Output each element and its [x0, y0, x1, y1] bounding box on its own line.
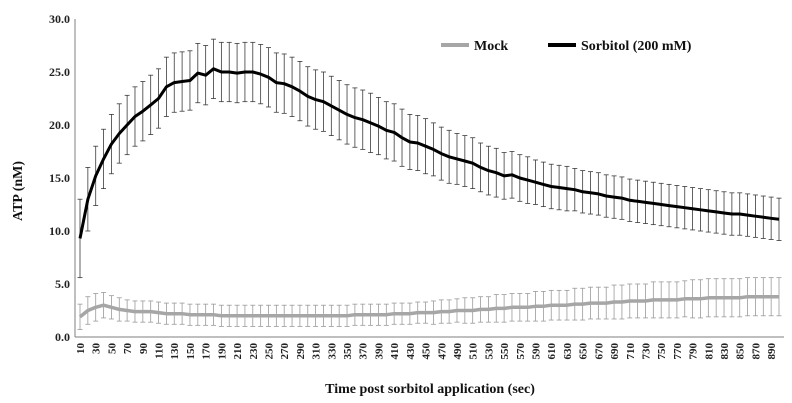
x-tick-label: 330 — [326, 343, 338, 360]
x-tick-label: 670 — [593, 343, 605, 360]
x-tick-label: 190 — [216, 343, 228, 360]
x-tick-label: 10 — [75, 343, 87, 355]
series-line-mock — [78, 294, 779, 319]
x-tick-label: 150 — [185, 343, 197, 360]
x-axis-ticks: 10 30 50 70 90 110 130 150 170 190 210 230 250 270 290… — [75, 343, 778, 360]
x-tick-label: 250 — [263, 343, 275, 360]
x-tick-label: 590 — [531, 343, 543, 360]
legend-label-mock: Mock — [474, 39, 508, 54]
y-tick-label: 15.0 — [49, 171, 70, 185]
x-tick-label: 430 — [405, 343, 417, 360]
x-tick-label: 790 — [688, 343, 700, 360]
x-tick-label: 890 — [766, 343, 778, 360]
x-tick-label: 710 — [625, 343, 637, 360]
y-axis-ticks: 0.0 5.0 10.0 15.0 20.0 25.0 30.0 — [49, 12, 70, 344]
x-tick-label: 750 — [656, 343, 668, 360]
x-tick-label: 810 — [703, 343, 715, 360]
y-tick-label: 5.0 — [55, 277, 70, 291]
error-bar — [77, 198, 83, 279]
x-tick-label: 410 — [389, 343, 401, 360]
x-tick-label: 530 — [483, 343, 495, 360]
y-tick-label: 10.0 — [49, 224, 70, 238]
x-tick-label: 550 — [499, 343, 511, 360]
x-tick-label: 290 — [295, 343, 307, 360]
x-tick-label: 170 — [201, 343, 213, 360]
x-tick-label: 490 — [452, 343, 464, 360]
x-tick-label: 270 — [279, 343, 291, 360]
x-tick-label: 30 — [91, 343, 103, 355]
y-tick-label: 0.0 — [55, 330, 70, 344]
x-tick-label: 110 — [154, 343, 166, 359]
x-tick-label: 730 — [640, 343, 652, 360]
x-tick-label: 370 — [358, 343, 370, 360]
x-axis-title: Time post sorbitol application (sec) — [325, 382, 535, 397]
y-axis-title: ATP (nM) — [11, 161, 26, 221]
x-tick-label: 130 — [169, 343, 181, 360]
x-tick-label: 210 — [232, 343, 244, 360]
y-tick-label: 20.0 — [49, 118, 70, 132]
x-tick-label: 470 — [436, 343, 448, 360]
x-tick-label: 230 — [248, 343, 260, 360]
series-lines — [78, 67, 780, 319]
x-tick-label: 690 — [609, 343, 621, 360]
x-tick-label: 850 — [735, 343, 747, 360]
x-tick-label: 350 — [342, 343, 354, 360]
series-line-sorbitol — [78, 67, 780, 239]
x-tick-label: 450 — [421, 343, 433, 360]
x-tick-label: 770 — [672, 343, 684, 360]
x-tick-label: 570 — [515, 343, 527, 360]
x-tick-label: 510 — [468, 343, 480, 360]
y-tick-label: 30.0 — [49, 12, 70, 26]
x-tick-label: 610 — [546, 343, 558, 360]
x-tick-label: 830 — [719, 343, 731, 360]
x-tick-label: 870 — [750, 343, 762, 360]
x-tick-label: 630 — [562, 343, 574, 360]
x-tick-label: 50 — [106, 343, 118, 355]
x-tick-label: 90 — [138, 343, 150, 355]
y-tick-label: 25.0 — [49, 65, 70, 79]
x-tick-label: 70 — [122, 343, 134, 355]
x-tick-label: 310 — [311, 343, 323, 360]
legend-label-sorbitol: Sorbitol (200 mM) — [581, 39, 692, 54]
x-tick-label: 650 — [578, 343, 590, 360]
legend: Mock Sorbitol (200 mM) — [441, 39, 692, 54]
x-tick-label: 390 — [373, 343, 385, 360]
error-bar — [776, 197, 782, 241]
